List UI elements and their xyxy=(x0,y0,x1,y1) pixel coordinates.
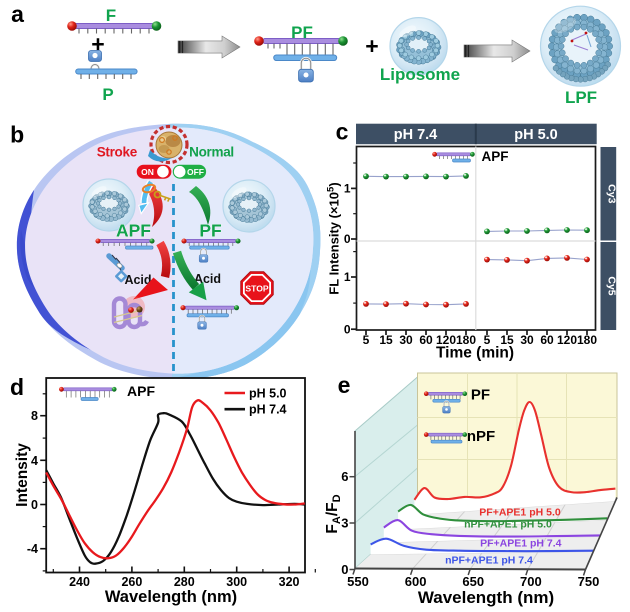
svg-text:0: 0 xyxy=(344,322,351,336)
svg-text:APF: APF xyxy=(482,149,509,164)
svg-text:FL Intensity (×105): FL Intensity (×105) xyxy=(326,182,342,294)
svg-text:pH 5.0: pH 5.0 xyxy=(514,127,558,143)
svg-text:4: 4 xyxy=(31,454,38,468)
svg-text:PF: PF xyxy=(199,221,222,241)
svg-text:Acid: Acid xyxy=(194,272,221,286)
svg-text:APF: APF xyxy=(116,221,151,241)
svg-text:+: + xyxy=(365,33,378,59)
svg-text:F: F xyxy=(106,6,116,25)
svg-text:pH 7.4: pH 7.4 xyxy=(394,127,438,143)
svg-text:6: 6 xyxy=(341,469,348,484)
svg-text:OFF: OFF xyxy=(187,167,204,177)
svg-text:Wavelength (nm): Wavelength (nm) xyxy=(105,588,237,606)
svg-text:8: 8 xyxy=(31,409,38,423)
svg-text:30: 30 xyxy=(399,333,413,347)
svg-text:280: 280 xyxy=(174,575,195,589)
svg-text:3: 3 xyxy=(341,516,348,531)
svg-text:700: 700 xyxy=(520,574,542,589)
svg-text:120: 120 xyxy=(436,333,456,347)
svg-text:Acid: Acid xyxy=(124,273,151,287)
svg-text:750: 750 xyxy=(578,574,600,589)
svg-text:180: 180 xyxy=(456,333,476,347)
svg-text:1: 1 xyxy=(344,182,351,196)
svg-text:pH 5.0: pH 5.0 xyxy=(249,387,287,401)
svg-text:nPF+APE1 pH 5.0: nPF+APE1 pH 5.0 xyxy=(464,519,552,531)
svg-text:550: 550 xyxy=(347,574,369,589)
svg-text:pH 7.4: pH 7.4 xyxy=(249,403,287,417)
svg-text:LPF: LPF xyxy=(565,88,597,107)
svg-text:60: 60 xyxy=(419,333,433,347)
svg-text:-4: -4 xyxy=(27,542,38,556)
svg-text:600: 600 xyxy=(405,574,427,589)
svg-text:120: 120 xyxy=(557,333,577,347)
svg-text:180: 180 xyxy=(577,333,597,347)
svg-text:15: 15 xyxy=(379,333,393,347)
svg-text:300: 300 xyxy=(226,575,247,589)
svg-text:Normal: Normal xyxy=(189,145,234,160)
svg-text:ON: ON xyxy=(141,167,154,177)
svg-text:15: 15 xyxy=(500,333,514,347)
svg-text:PF+APE1 pH 7.4: PF+APE1 pH 7.4 xyxy=(480,537,562,549)
svg-text:Cy3: Cy3 xyxy=(605,184,617,203)
svg-text:PF+APE1 pH 5.0: PF+APE1 pH 5.0 xyxy=(479,507,561,519)
svg-text:b: b xyxy=(10,121,24,147)
svg-text:1: 1 xyxy=(344,270,351,284)
svg-text:5: 5 xyxy=(484,333,491,347)
svg-text:Intensity: Intensity xyxy=(14,443,31,507)
svg-text:a: a xyxy=(11,1,24,27)
svg-text:5: 5 xyxy=(363,333,370,347)
svg-text:60: 60 xyxy=(540,333,554,347)
svg-text:Wavelength (nm): Wavelength (nm) xyxy=(418,588,554,607)
svg-text:Cy5: Cy5 xyxy=(605,276,617,295)
svg-text:0: 0 xyxy=(344,232,351,246)
svg-text:e: e xyxy=(338,372,351,398)
svg-text:Stroke: Stroke xyxy=(97,145,138,160)
svg-text:0: 0 xyxy=(31,498,38,512)
svg-text:APF: APF xyxy=(127,383,155,399)
svg-text:PF: PF xyxy=(291,23,313,42)
svg-text:260: 260 xyxy=(121,575,142,589)
svg-text:P: P xyxy=(102,85,113,104)
svg-text:d: d xyxy=(10,374,24,400)
svg-text:650: 650 xyxy=(462,574,484,589)
svg-text:PF: PF xyxy=(471,387,490,404)
svg-text:0: 0 xyxy=(341,562,348,577)
svg-text:c: c xyxy=(336,118,349,144)
svg-text:320: 320 xyxy=(279,575,300,589)
svg-text:nPF+APE1 pH 7.4: nPF+APE1 pH 7.4 xyxy=(445,554,533,566)
svg-text:nPF: nPF xyxy=(467,428,495,445)
svg-text:STOP: STOP xyxy=(245,284,269,294)
svg-text:Liposome: Liposome xyxy=(380,65,460,84)
svg-text:Time (min): Time (min) xyxy=(436,345,514,362)
svg-text:240: 240 xyxy=(69,575,90,589)
svg-text:30: 30 xyxy=(520,333,534,347)
